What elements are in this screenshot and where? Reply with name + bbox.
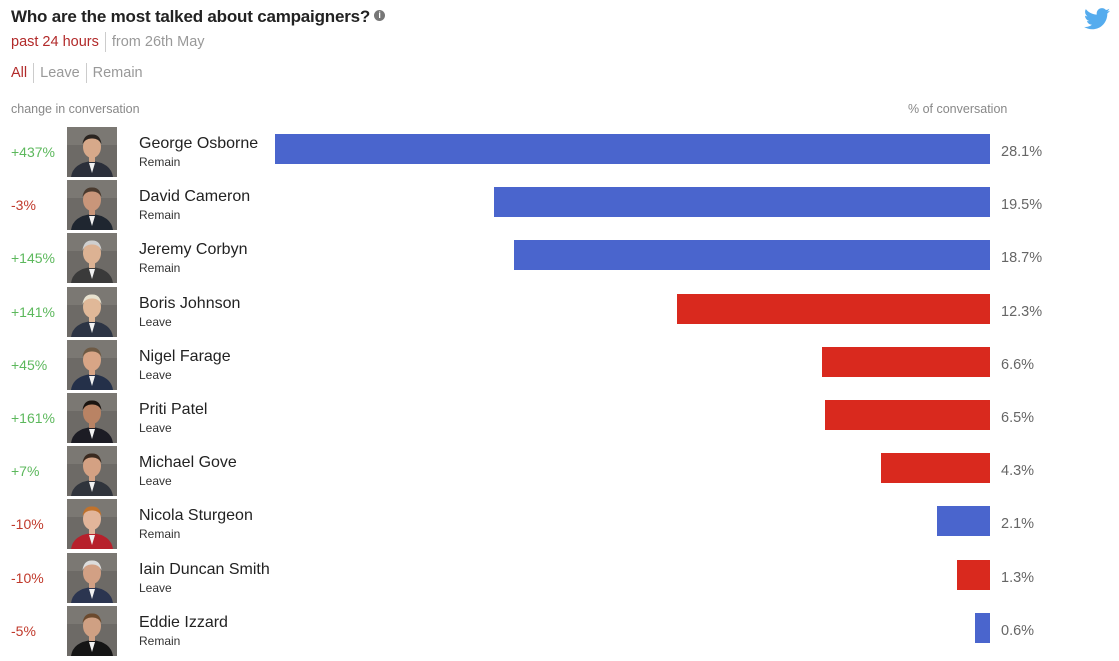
time-range-tabs: past 24 hours from 26th May [11,32,205,52]
campaigner-name: Michael Gove [139,454,237,472]
bar[interactable] [956,559,990,590]
avatar [67,127,117,177]
table-row: -5% Eddie Izzard Remain 0.6% [0,605,1119,658]
avatar [67,393,117,443]
bar[interactable] [880,453,990,484]
avatar [67,499,117,550]
table-row: -10% Iain Duncan Smith Leave 1.3% [0,552,1119,605]
bar[interactable] [936,506,990,537]
campaigner-name: Nicola Sturgeon [139,507,253,525]
table-row: +141% Boris Johnson Leave 12.3% [0,286,1119,339]
tab-leave[interactable]: Leave [40,65,80,81]
percent-label: 2.1% [1001,516,1035,533]
change-value: +437% [11,144,55,160]
avatar [67,339,117,390]
tab-past-24-hours[interactable]: past 24 hours [11,34,99,50]
percent-column-header: % of conversation [908,102,1008,116]
percent-label: 6.5% [1001,410,1035,426]
table-row: -3% David Cameron Remain 19.5% [0,179,1119,232]
tab-remain[interactable]: Remain [92,65,143,81]
table-row: -10% Nicola Sturgeon Remain 2.1% [0,498,1119,551]
percent-label: 19.5% [1001,197,1043,214]
avatar [67,446,117,497]
avatar [67,180,117,231]
avatar [67,233,117,284]
campaign-side: Remain [139,155,181,169]
campaigner-name: Boris Johnson [139,294,241,312]
campaign-side: Remain [139,261,181,276]
side-filter-tabs: All Leave Remain [11,63,143,83]
campaigner-name: David Cameron [139,188,251,206]
campaign-side: Leave [139,314,172,329]
table-row: +145% Jeremy Corbyn Remain 18.7% [0,232,1119,285]
campaigner-name: Jeremy Corbyn [139,241,248,259]
change-value: -5% [11,622,36,639]
percent-label: 6.6% [1001,356,1035,373]
campaigner-name: Nigel Farage [139,347,231,365]
campaigner-name: Eddie Izzard [139,613,228,631]
avatar [67,552,117,603]
bar[interactable] [824,400,990,430]
percent-label: 28.1% [1001,144,1043,160]
bar[interactable] [677,293,990,324]
campaigner-name: Priti Patel [139,401,208,418]
bar[interactable] [275,134,990,164]
avatar [67,605,117,656]
campaign-side: Remain [139,527,181,542]
table-row: +161% Priti Patel Leave 6.5% [0,392,1119,445]
change-value: +161% [11,410,55,426]
percent-label: 0.6% [1001,622,1035,639]
divider [33,63,35,83]
percent-label: 1.3% [1001,569,1035,586]
campaign-side: Remain [139,208,181,223]
tab-all[interactable]: All [11,65,28,81]
change-value: -10% [11,569,44,586]
avatar [67,286,117,337]
divider [104,32,106,52]
change-value: +45% [11,356,48,373]
campaigner-name: Iain Duncan Smith [139,560,270,578]
change-value: -10% [11,516,44,533]
change-value: -3% [11,197,36,214]
tab-from-26th-may[interactable]: from 26th May [111,34,205,50]
bar[interactable] [822,346,990,377]
table-row: +437% George Osborne Remain 28.1% [0,126,1119,179]
campaign-side: Leave [139,580,172,595]
table-row: +45% Nigel Farage Leave 6.6% [0,339,1119,392]
change-column-header: change in conversation [11,102,140,116]
table-row: +7% Michael Gove Leave 4.3% [0,445,1119,498]
campaigner-name: George Osborne [139,135,259,152]
percent-label: 18.7% [1001,250,1043,267]
percent-label: 12.3% [1001,303,1043,320]
percent-label: 4.3% [1001,463,1035,480]
chart-title: Who are the most talked about campaigner… [11,7,386,27]
divider [85,63,87,83]
change-value: +145% [11,250,55,267]
change-value: +141% [11,303,55,320]
campaign-side: Remain [139,633,181,648]
bar[interactable] [514,240,990,271]
info-icon[interactable]: i [374,10,386,22]
campaign-side: Leave [139,367,172,382]
title-text: Who are the most talked about campaigner… [11,7,371,26]
campaign-side: Leave [139,474,172,489]
bar[interactable] [974,612,990,643]
campaign-side: Leave [139,421,172,435]
change-value: +7% [11,463,40,480]
twitter-bird-icon[interactable] [1084,8,1110,30]
bar[interactable] [493,187,990,218]
